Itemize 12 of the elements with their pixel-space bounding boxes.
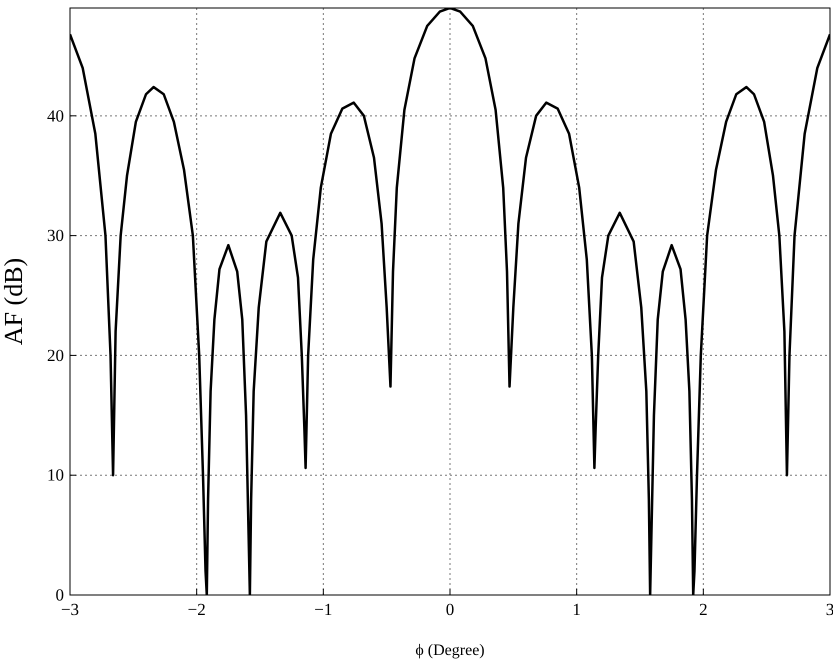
- x-axis-title: ϕ (Degree): [415, 642, 485, 659]
- y-tick-label: 10: [47, 466, 64, 485]
- x-tick-label: 2: [699, 600, 708, 620]
- x-tick-label: −1: [314, 600, 332, 620]
- y-tick-label: 20: [47, 346, 64, 365]
- x-tick-label: 0: [446, 600, 454, 620]
- x-tick-label: 1: [572, 600, 581, 620]
- x-tick-label: −2: [188, 600, 206, 620]
- line-series: [70, 8, 830, 595]
- y-tick-label: 40: [47, 106, 64, 126]
- y-tick-label: 30: [47, 226, 64, 246]
- y-axis-title: AF (dB): [0, 258, 28, 346]
